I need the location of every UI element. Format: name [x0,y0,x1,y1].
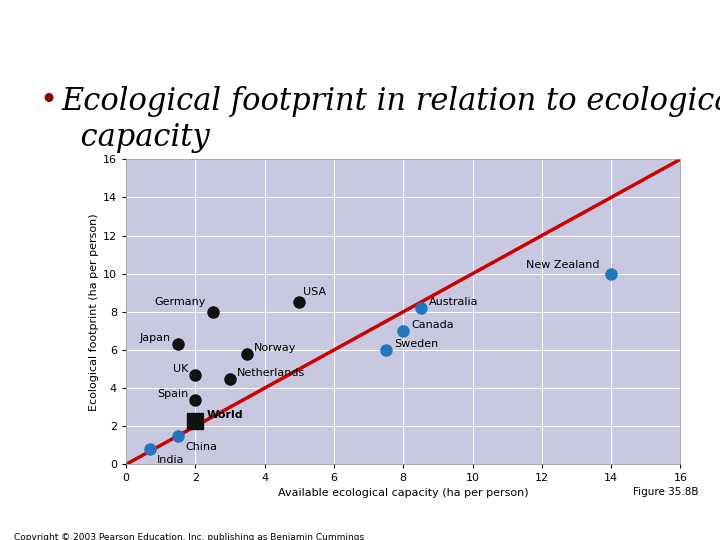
Text: •: • [40,86,58,117]
X-axis label: Available ecological capacity (ha per person): Available ecological capacity (ha per pe… [278,488,528,497]
Text: Germany: Germany [154,297,206,307]
Text: Netherlands: Netherlands [237,368,305,378]
Text: Canada: Canada [412,320,454,330]
Text: Copyright © 2003 Pearson Education, Inc. publishing as Benjamin Cummings: Copyright © 2003 Pearson Education, Inc.… [14,533,364,540]
Y-axis label: Ecological footprint (ha per person): Ecological footprint (ha per person) [89,213,99,410]
Text: India: India [157,455,185,465]
Text: UK: UK [173,364,189,374]
Text: Ecological footprint in relation to ecological
  capacity: Ecological footprint in relation to ecol… [61,86,720,153]
Text: China: China [185,442,217,451]
Text: World: World [207,410,243,420]
Text: Spain: Spain [157,389,189,399]
Text: New Zealand: New Zealand [526,260,600,270]
Text: Japan: Japan [140,334,171,343]
Text: Australia: Australia [429,297,478,307]
Text: Norway: Norway [254,343,297,353]
Text: Figure 35.8B: Figure 35.8B [633,487,698,497]
Text: USA: USA [303,287,327,298]
Text: Sweden: Sweden [395,339,438,349]
